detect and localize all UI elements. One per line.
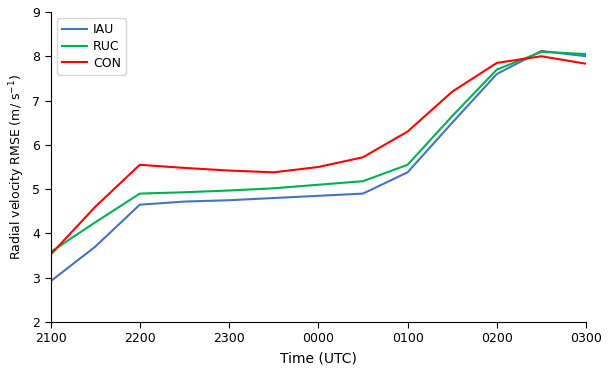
IAU [404,170,411,174]
IAU [181,199,188,204]
CON [225,168,233,173]
CON [582,61,590,66]
IAU [538,49,545,53]
CON [47,253,54,257]
Line: IAU: IAU [51,51,586,281]
CON [315,165,322,169]
RUC [404,163,411,167]
RUC [493,67,501,72]
IAU [270,196,277,200]
RUC [449,114,456,118]
CON [270,170,277,174]
Line: CON: CON [51,56,586,255]
RUC [225,188,233,193]
RUC [181,190,188,195]
IAU [91,244,99,249]
CON [404,129,411,134]
CON [449,89,456,94]
CON [493,61,501,65]
CON [359,155,367,160]
RUC [538,49,545,54]
IAU [315,193,322,198]
CON [91,205,99,209]
Line: RUC: RUC [51,52,586,252]
IAU [225,198,233,202]
IAU [449,121,456,125]
CON [136,163,144,167]
Legend: IAU, RUC, CON: IAU, RUC, CON [57,18,126,75]
IAU [136,202,144,207]
IAU [493,72,501,76]
IAU [582,54,590,58]
RUC [91,220,99,225]
RUC [47,250,54,254]
IAU [47,279,54,283]
X-axis label: Time (UTC): Time (UTC) [280,351,357,365]
RUC [359,179,367,183]
RUC [270,186,277,190]
IAU [359,191,367,196]
Y-axis label: Radial velocity RMSE (m/ s$^{-1}$): Radial velocity RMSE (m/ s$^{-1}$) [7,74,27,260]
RUC [582,52,590,56]
RUC [136,191,144,196]
RUC [315,183,322,187]
CON [181,166,188,170]
CON [538,54,545,58]
